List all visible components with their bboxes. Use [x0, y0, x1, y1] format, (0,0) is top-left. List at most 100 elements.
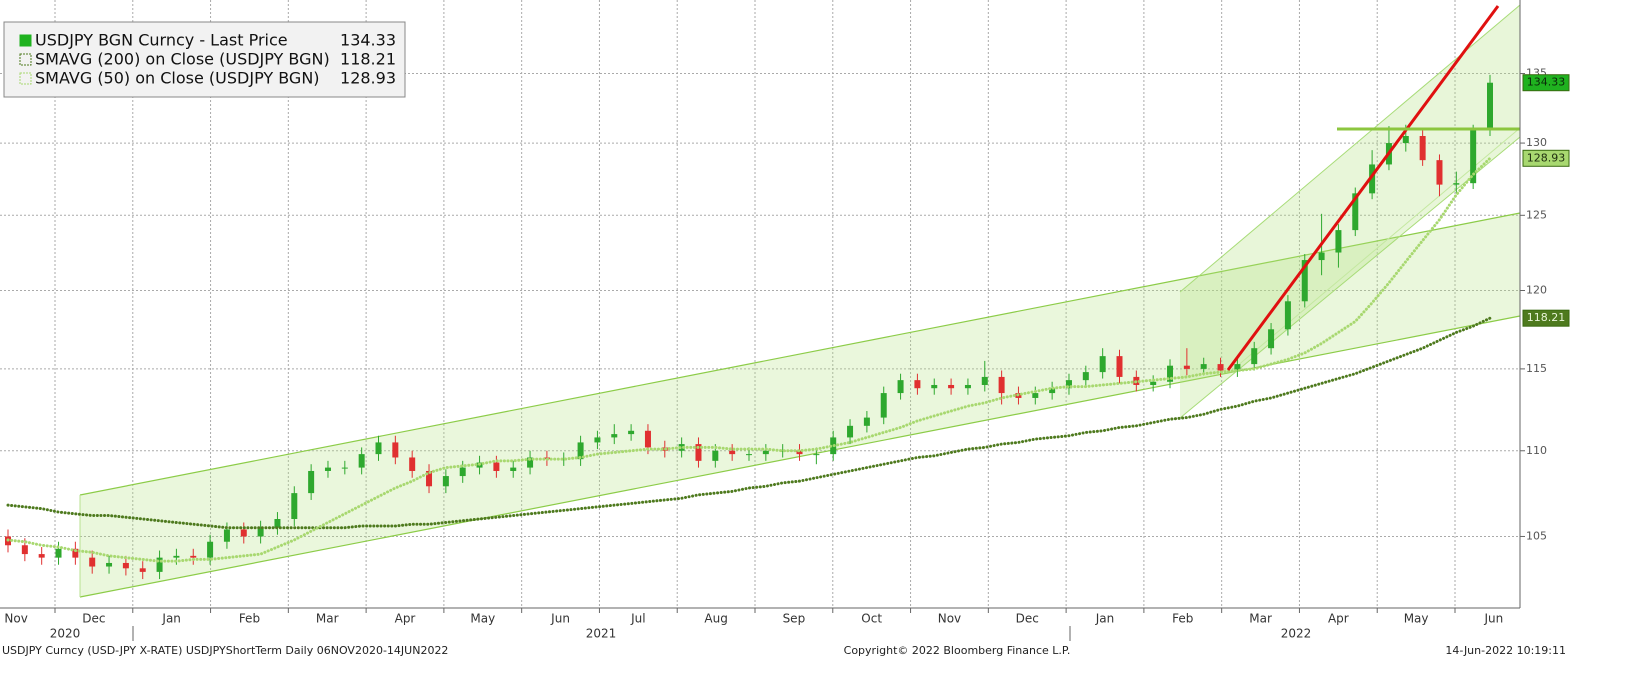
candle-body	[72, 548, 79, 558]
x-tick-label: Nov	[938, 612, 961, 626]
legend-swatch	[19, 34, 32, 47]
candle-body	[594, 437, 601, 443]
candle-body	[190, 555, 197, 558]
candle-body	[207, 541, 214, 558]
candle-body	[156, 557, 163, 572]
x-tick-label: Jun	[550, 612, 570, 626]
x-tick-label: Jul	[630, 612, 645, 626]
candle-body	[122, 562, 129, 569]
candle-body	[678, 444, 685, 451]
candle-body	[308, 470, 315, 494]
last-value-label: 134.33	[1527, 76, 1566, 89]
x-tick-label: Jan	[161, 612, 181, 626]
candle-body	[847, 425, 854, 438]
y-tick-label: 115	[1526, 362, 1547, 375]
candle-body	[358, 454, 365, 468]
candle-body	[1318, 252, 1325, 261]
candle-body	[527, 457, 534, 468]
candle-body	[1268, 329, 1275, 349]
marks	[5, 74, 1493, 580]
candle-body	[1436, 160, 1443, 185]
candle-body	[1217, 364, 1224, 371]
channel-line	[79, 212, 1521, 496]
y-tick-label: 130	[1526, 136, 1547, 149]
x-tick-label: Nov	[4, 612, 27, 626]
candle-body	[1335, 230, 1342, 253]
candle-body	[998, 376, 1005, 394]
candle-body	[914, 380, 921, 389]
legend-value: 118.21	[340, 50, 396, 69]
candle-body	[1049, 388, 1056, 394]
candle-body	[1116, 356, 1123, 377]
year-label: 2022	[1281, 627, 1312, 641]
candle-body	[931, 384, 938, 389]
candle-body	[746, 454, 752, 456]
candle-body	[291, 493, 298, 520]
x-tick-label: Jan	[1095, 612, 1115, 626]
footer-center: Copyright© 2022 Bloomberg Finance L.P.	[844, 644, 1071, 657]
candle-body	[628, 430, 635, 435]
legend: USDJPY BGN Curncy - Last Price 134.33 SMAV…	[3, 21, 406, 98]
candle-body	[1369, 164, 1376, 194]
x-tick-label: May	[470, 612, 495, 626]
x-tick-label: Aug	[704, 612, 727, 626]
candle-body	[392, 442, 399, 458]
candle-body	[813, 454, 820, 456]
last-value-tag	[1522, 309, 1570, 327]
candle-body	[880, 393, 887, 418]
candle-body	[611, 434, 618, 438]
candle-body	[779, 450, 786, 452]
year-label: 2021	[586, 627, 617, 641]
candle-body	[106, 562, 113, 567]
legend-label: SMAVG (200) on Close (USDJPY BGN)	[35, 50, 330, 69]
y-tick-label: 110	[1526, 444, 1547, 457]
x-tick-label: Dec	[1016, 612, 1039, 626]
candle-body	[1150, 381, 1157, 385]
candle-body	[1082, 372, 1089, 381]
legend-label: SMAVG (50) on Close (USDJPY BGN)	[35, 69, 320, 88]
x-tick-label: Dec	[82, 612, 105, 626]
candle-body	[796, 450, 803, 455]
candle-body	[1419, 135, 1426, 161]
candle-body	[493, 462, 500, 471]
candle-body	[240, 529, 247, 537]
candle-body	[1032, 393, 1039, 398]
candle-body	[375, 442, 382, 455]
footer-right: 14-Jun-2022 10:19:11	[1445, 644, 1566, 657]
candle-body	[341, 467, 348, 469]
moving-average	[6, 156, 1492, 563]
candle-body	[173, 555, 180, 558]
candle-body	[139, 568, 146, 572]
candle-body	[560, 459, 567, 461]
candle-body	[644, 430, 651, 448]
candle-body	[695, 444, 702, 461]
year-label: 2020	[50, 627, 81, 641]
last-value-tag	[1522, 74, 1570, 92]
x-tick-label: Apr	[395, 612, 416, 626]
candle-body	[409, 457, 416, 471]
candle-body	[1301, 260, 1308, 302]
legend-swatch	[19, 72, 32, 85]
candle-body	[89, 557, 96, 567]
x-tick-label: May	[1404, 612, 1429, 626]
candle-body	[577, 442, 584, 460]
trend-channel	[1180, 5, 1520, 418]
candle-body	[897, 380, 904, 394]
candle-body	[1453, 183, 1460, 185]
candle-body	[948, 384, 955, 389]
candle-body	[274, 519, 281, 528]
candle-body	[21, 545, 28, 555]
candle-body	[1251, 348, 1258, 365]
x-tick-label: Mar	[1249, 612, 1272, 626]
x-tick-label: Oct	[861, 612, 882, 626]
candle-body	[1200, 364, 1207, 369]
candle-body	[981, 376, 988, 385]
candle-body	[257, 527, 264, 537]
candle-body	[426, 470, 433, 487]
candle-body	[510, 467, 517, 471]
candle-body	[1487, 82, 1493, 131]
legend-value: 134.33	[340, 31, 396, 50]
candle-body	[38, 554, 45, 558]
